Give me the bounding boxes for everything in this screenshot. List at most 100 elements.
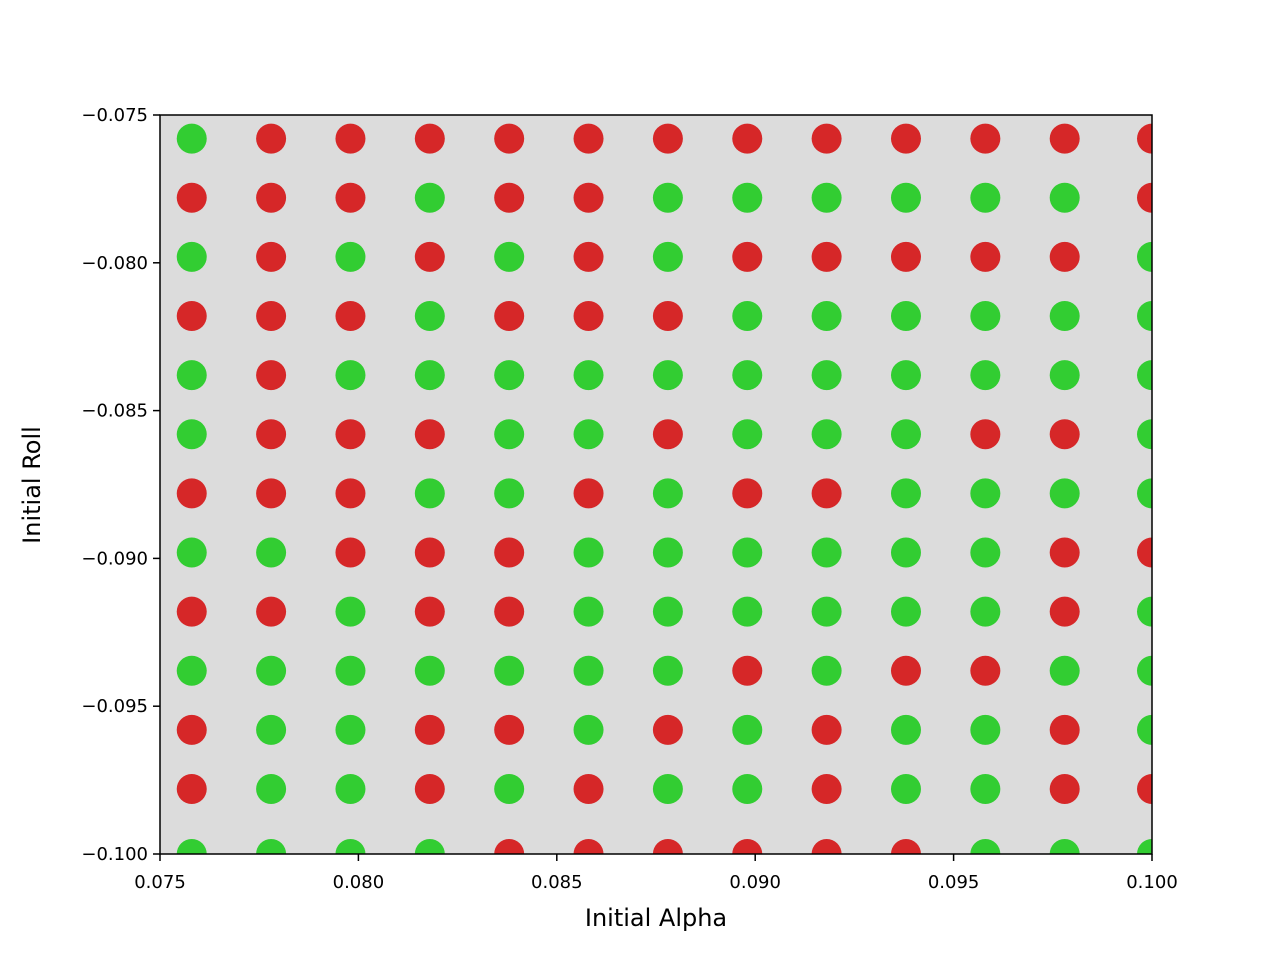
data-point	[335, 360, 366, 391]
data-point	[414, 773, 445, 804]
data-point	[1049, 478, 1080, 509]
data-point	[335, 123, 366, 154]
data-point	[414, 419, 445, 450]
data-point	[335, 419, 366, 450]
data-point	[176, 301, 207, 332]
data-point	[494, 537, 525, 568]
data-point	[335, 596, 366, 627]
data-point	[652, 773, 683, 804]
data-point	[1137, 478, 1152, 509]
data-point	[970, 596, 1001, 627]
data-point	[573, 360, 604, 391]
data-point	[1049, 241, 1080, 272]
data-point	[176, 241, 207, 272]
data-point	[494, 773, 525, 804]
data-point	[335, 241, 366, 272]
data-point	[494, 182, 525, 213]
data-point	[970, 419, 1001, 450]
data-point	[970, 478, 1001, 509]
data-point	[970, 301, 1001, 332]
data-point	[890, 596, 921, 627]
data-point	[573, 241, 604, 272]
data-point	[652, 360, 683, 391]
data-point	[335, 773, 366, 804]
data-point	[1137, 839, 1152, 854]
data-point	[1137, 714, 1152, 745]
data-point	[573, 123, 604, 154]
data-points	[176, 123, 1152, 854]
y-tick-label: −0.080	[81, 253, 148, 274]
data-point	[1137, 301, 1152, 332]
y-tick-label: −0.090	[81, 548, 148, 569]
data-point	[1137, 596, 1152, 627]
data-point	[1137, 537, 1152, 568]
data-point	[890, 773, 921, 804]
data-point	[890, 478, 921, 509]
data-point	[256, 182, 287, 213]
data-point	[890, 537, 921, 568]
data-point	[890, 182, 921, 213]
data-point	[890, 123, 921, 154]
data-point	[1137, 182, 1152, 213]
data-point	[494, 596, 525, 627]
data-point	[414, 537, 445, 568]
data-point	[732, 839, 763, 854]
data-point	[652, 714, 683, 745]
data-point	[335, 714, 366, 745]
y-axis-ticks: −0.075 −0.080 −0.085 −0.090 −0.095 −0.100	[81, 105, 160, 865]
x-tick-label: 0.080	[333, 872, 385, 893]
data-point	[256, 655, 287, 686]
data-point	[494, 301, 525, 332]
data-point	[176, 655, 207, 686]
data-point	[811, 655, 842, 686]
data-point	[732, 241, 763, 272]
data-point	[652, 596, 683, 627]
data-point	[732, 182, 763, 213]
y-tick-label: −0.095	[81, 696, 148, 717]
data-point	[652, 537, 683, 568]
data-point	[414, 714, 445, 745]
data-point	[335, 537, 366, 568]
data-point	[335, 655, 366, 686]
data-point	[1049, 360, 1080, 391]
data-point	[256, 596, 287, 627]
data-point	[414, 655, 445, 686]
data-point	[414, 839, 445, 854]
data-point	[890, 714, 921, 745]
data-point	[1137, 655, 1152, 686]
data-point	[732, 301, 763, 332]
data-point	[732, 714, 763, 745]
data-point	[652, 301, 683, 332]
data-point	[1137, 773, 1152, 804]
data-point	[652, 182, 683, 213]
data-point	[811, 301, 842, 332]
data-point	[176, 360, 207, 391]
data-point	[890, 419, 921, 450]
data-point	[414, 241, 445, 272]
data-point	[1049, 182, 1080, 213]
data-point	[573, 182, 604, 213]
data-point	[573, 773, 604, 804]
data-point	[176, 182, 207, 213]
data-point	[573, 537, 604, 568]
data-point	[1049, 714, 1080, 745]
data-point	[970, 123, 1001, 154]
data-point	[256, 123, 287, 154]
data-point	[256, 301, 287, 332]
data-point	[811, 839, 842, 854]
data-point	[1049, 839, 1080, 854]
data-point	[732, 655, 763, 686]
data-point	[811, 773, 842, 804]
data-point	[256, 419, 287, 450]
x-tick-label: 0.090	[729, 872, 781, 893]
data-point	[970, 714, 1001, 745]
y-tick-label: −0.100	[81, 844, 148, 865]
x-axis-label: Initial Alpha	[585, 904, 727, 932]
data-point	[414, 596, 445, 627]
data-point	[652, 123, 683, 154]
data-point	[1049, 655, 1080, 686]
data-point	[256, 241, 287, 272]
data-point	[652, 655, 683, 686]
data-point	[414, 182, 445, 213]
